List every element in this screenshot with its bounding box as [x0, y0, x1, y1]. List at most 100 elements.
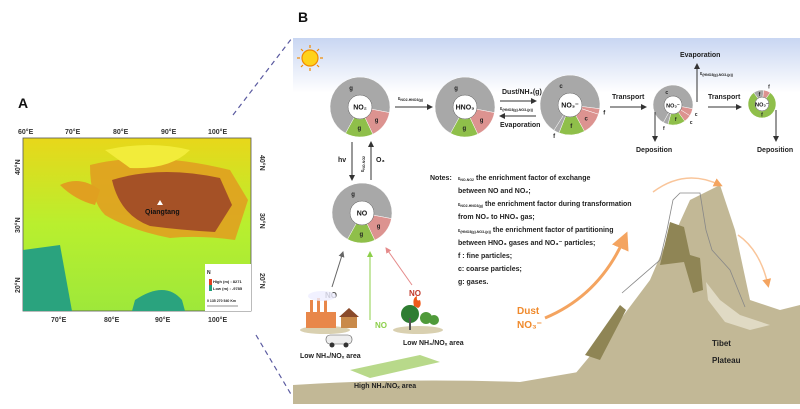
car-icon	[325, 334, 353, 348]
mountain-shadow	[585, 305, 626, 360]
lon-tick: 80°E	[104, 316, 120, 324]
pool-species-label: HNO₃	[456, 105, 475, 112]
lon-tick: 60°E	[18, 128, 34, 136]
pool-species-label: NO₂	[353, 105, 367, 112]
segment-label: f	[768, 84, 770, 90]
dust-nh3-label: Dust/NH₃(g)	[502, 89, 542, 96]
pool-5: g g g NO	[331, 182, 393, 244]
segment-label: g	[359, 232, 363, 238]
pool-core	[754, 96, 770, 112]
plateau-label: Plateau	[712, 356, 741, 365]
dust-nitrate-label: NO₃⁻	[517, 320, 542, 331]
notes-line: εNO2-HNO3(g) the enrichment factor during…	[458, 201, 632, 208]
pool-core	[557, 92, 583, 118]
segment-label: f	[761, 113, 763, 119]
mountain	[560, 215, 800, 400]
pool-0: g g g NO₂	[329, 76, 391, 138]
deposition-label: Deposition	[636, 147, 672, 154]
lon-tick: 100°E	[208, 128, 227, 136]
notes-line: εNO-NO2 the enrichment factor of exchange	[458, 175, 590, 182]
segment-label: g	[351, 192, 355, 198]
segment-label: g	[375, 118, 379, 124]
arabian-sea	[23, 245, 72, 311]
lon-tick: 80°E	[113, 128, 129, 136]
segment-label: f	[603, 111, 606, 117]
pool-2: c f c f f NO₃⁻	[539, 74, 606, 140]
eps-hno3-no3-label: ε(HNO3(g)-NO3-(p))	[700, 71, 733, 77]
cropland-icon	[350, 355, 440, 378]
dust-transport-arrow	[737, 234, 772, 288]
no-emission-label: NO	[409, 289, 421, 298]
mountain-outline	[621, 192, 746, 308]
emission-sources: NO NO NO Low NH₃/NOₓ area Low NH₃/NOₓ ar…	[300, 247, 464, 390]
pool-core	[347, 94, 373, 120]
segment-label: c	[695, 112, 698, 118]
notes-line: ε(HNO3(g)-NO3-(p)) the enrichment factor …	[458, 227, 613, 234]
site-label: Qiangtang	[145, 209, 180, 216]
tibetan-plateau-region	[112, 171, 232, 232]
lon-tick: 100°E	[208, 316, 227, 324]
area-label: Low NH₃/NOₓ area	[403, 340, 464, 347]
factory-icon	[300, 291, 350, 334]
bay-of-bengal	[132, 290, 185, 311]
dust-label: Dust	[517, 306, 540, 317]
eps-no-no2-label: εNO-NO2	[360, 156, 366, 172]
notes-title: Notes:	[430, 175, 452, 182]
area-label: Low NH₃/NOₓ area	[300, 353, 361, 360]
lat-tick: 20°N	[14, 277, 22, 293]
elevation-map	[22, 137, 252, 312]
pool-species-label: NO₃⁻	[561, 103, 579, 110]
pool-1: g g g HNO₃	[434, 76, 496, 138]
north-arrow-icon: N	[207, 270, 211, 276]
arrow-no-source	[331, 251, 345, 288]
notes-line: c: coarse particles;	[458, 266, 522, 273]
lon-tick: 90°E	[161, 128, 177, 136]
hv-label: hv	[338, 157, 346, 164]
snow	[706, 282, 770, 330]
lat-tick: 40°N	[14, 159, 22, 175]
segment-label: g	[377, 224, 381, 230]
pool-4: f f f NO₃⁻	[747, 84, 777, 119]
segment-label: f	[553, 134, 556, 140]
no-emission-label: NO	[375, 321, 387, 330]
site-marker-icon	[157, 200, 163, 205]
lon-tick: 70°E	[65, 128, 81, 136]
segment-label: f	[759, 92, 761, 98]
o3-label: O₃	[376, 157, 385, 164]
pool-core	[452, 94, 478, 120]
evaporation-label: Evaporation	[680, 52, 720, 59]
map-lat-ticks: 40°N 30°N 20°N 40°N 30°N 20°N	[14, 155, 266, 293]
arrow-no-source	[385, 247, 413, 286]
lon-tick: 70°E	[51, 316, 67, 324]
area-label: High NH₃/NOₓ area	[354, 383, 416, 390]
process-arrows: εNO2-HNO3(g) Dust/NH₃(g) ε(HNO3(g)-NO3-(…	[338, 52, 793, 181]
segment-label: f	[663, 126, 665, 132]
sun-icon	[297, 45, 323, 71]
notes-line: from NO₂ to HNO₃ gas;	[458, 214, 535, 221]
notes-line: g: gases.	[458, 279, 488, 286]
notes: Notes: εNO-NO2 the enrichment factor of e…	[430, 175, 632, 286]
segment-label: c	[690, 120, 693, 126]
lat-tick: 30°N	[258, 213, 266, 229]
zoom-connector-top	[232, 37, 293, 116]
lon-tick: 90°E	[155, 316, 171, 324]
transport-label: Transport	[612, 94, 645, 101]
dust-transport-arrow	[652, 177, 723, 193]
map-legend: N High (m) : 8271 Low (m) : -9785 0 135 …	[205, 264, 251, 311]
segment-label: g	[357, 126, 361, 132]
segment-label: g	[349, 86, 353, 92]
notes-line: f : fine particles;	[458, 253, 512, 260]
segment-label: f	[675, 117, 677, 123]
segment-label: g	[480, 118, 484, 124]
pool-species-label: NO	[357, 211, 368, 218]
house-icon	[339, 308, 359, 328]
lat-tick: 20°N	[258, 273, 266, 289]
segment-label: f	[570, 124, 573, 130]
segment-label: c	[585, 116, 589, 122]
eps-no2-hno3-label: εNO2-HNO3(g)	[398, 96, 423, 102]
segment-label: g	[462, 126, 466, 132]
pool-core	[663, 95, 683, 115]
evaporation-label: Evaporation	[500, 122, 540, 129]
